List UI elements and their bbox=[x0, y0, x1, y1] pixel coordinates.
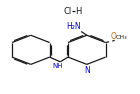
Text: CH₃: CH₃ bbox=[116, 35, 127, 40]
Text: Cl: Cl bbox=[63, 7, 71, 16]
Text: N: N bbox=[84, 66, 90, 75]
Text: H: H bbox=[76, 7, 82, 16]
Text: H₂N: H₂N bbox=[66, 22, 80, 31]
Text: O: O bbox=[110, 32, 116, 41]
Text: NH: NH bbox=[53, 63, 63, 69]
